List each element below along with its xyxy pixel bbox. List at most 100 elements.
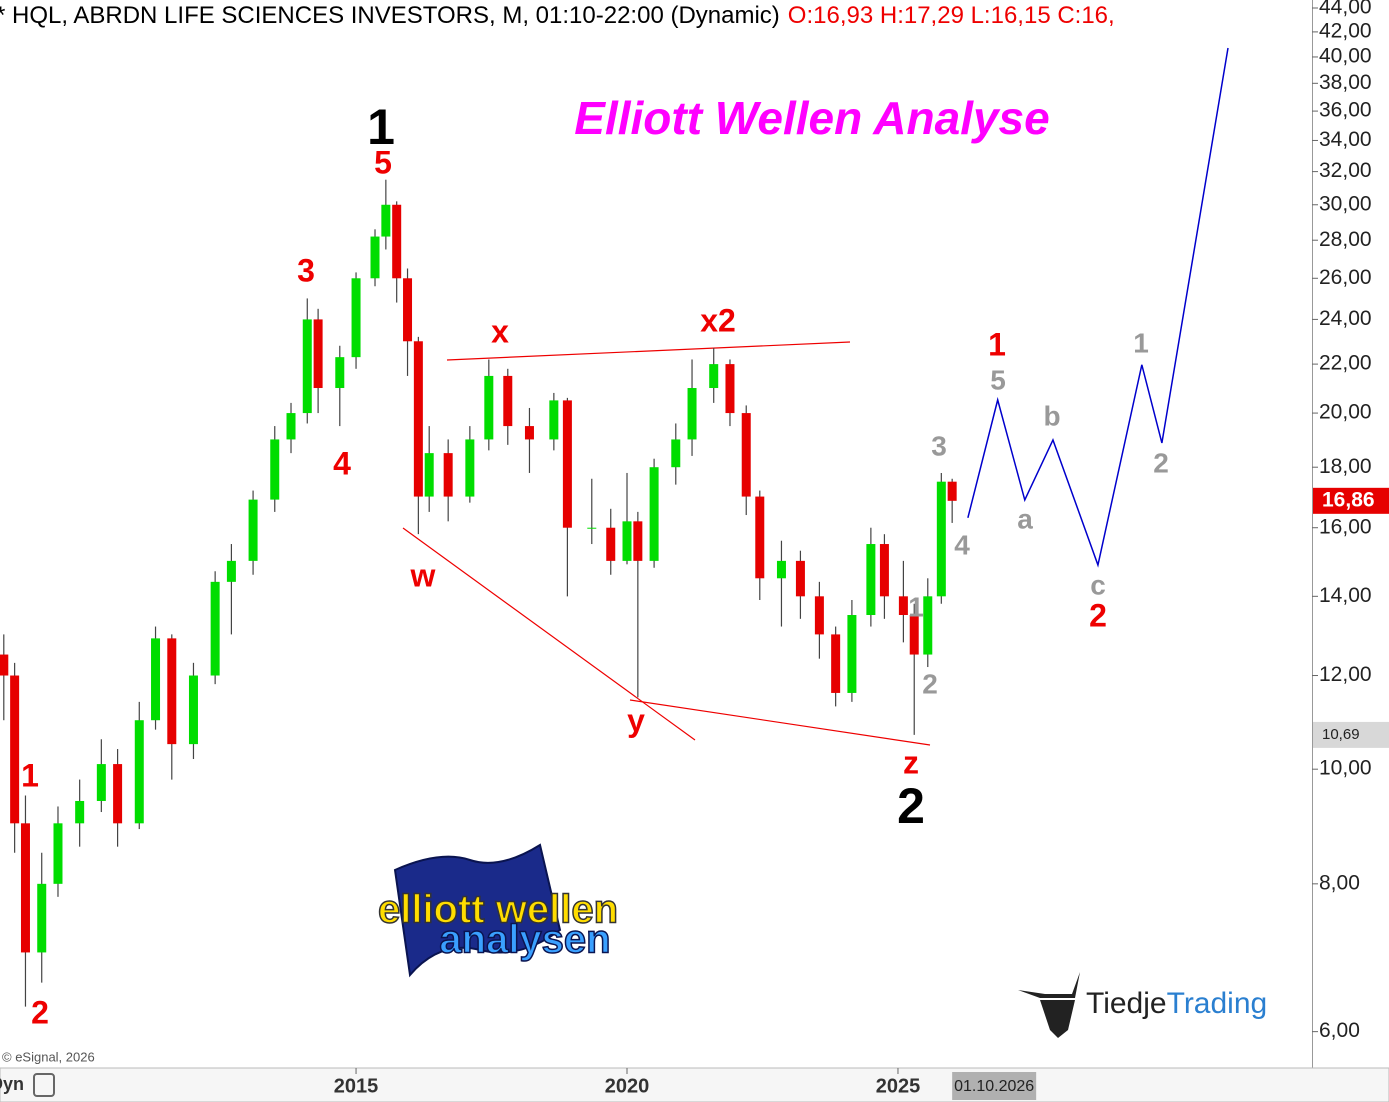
candle-body bbox=[0, 654, 9, 676]
candle-body bbox=[879, 544, 889, 597]
wave-label: y bbox=[627, 702, 645, 738]
candle-body bbox=[302, 319, 312, 414]
price-marker bbox=[1313, 487, 1389, 514]
candle-body bbox=[923, 596, 933, 655]
date-box bbox=[952, 1072, 1037, 1100]
candle-body bbox=[188, 675, 198, 745]
candle-body bbox=[151, 638, 161, 721]
candle-body bbox=[248, 499, 258, 561]
y-tick-label: 12,00 bbox=[1319, 663, 1372, 686]
candle-body bbox=[549, 400, 559, 440]
y-tick-label: 24,00 bbox=[1319, 307, 1372, 330]
x-tick-label: 2015 bbox=[334, 1075, 379, 1097]
candle-body bbox=[847, 615, 857, 693]
candle-body bbox=[909, 615, 919, 655]
wave-label: w bbox=[410, 557, 436, 593]
title-text: * HQL, ABRDN LIFE SCIENCES INVESTORS, M,… bbox=[0, 2, 780, 29]
y-tick-label: 20,00 bbox=[1319, 401, 1372, 424]
price-marker bbox=[1313, 721, 1389, 748]
candle-body bbox=[424, 453, 434, 497]
candle-body bbox=[633, 521, 643, 561]
ohlc-text: O:16,93 H:17,29 L:16,15 C:16, bbox=[788, 2, 1115, 29]
y-tick-label: 28,00 bbox=[1319, 228, 1372, 251]
candle-body bbox=[622, 521, 632, 561]
y-tick-label: 44,00 bbox=[1319, 0, 1372, 19]
candle-body bbox=[381, 204, 391, 237]
candle-body bbox=[351, 278, 361, 358]
candle-body bbox=[606, 527, 616, 561]
candle-body bbox=[313, 319, 323, 389]
candle-body bbox=[755, 496, 765, 579]
copyright: © eSignal, 2026 bbox=[2, 1049, 95, 1064]
candle-body bbox=[96, 764, 106, 801]
projection-line bbox=[967, 47, 1229, 568]
wave-label: 5 bbox=[990, 364, 1006, 395]
trend-line bbox=[629, 699, 931, 746]
candle-body bbox=[335, 357, 345, 389]
annotation: Elliott Wellen Analyse bbox=[574, 92, 1049, 144]
candle-body bbox=[741, 413, 751, 497]
wave-label: 5 bbox=[374, 144, 392, 180]
trend-line bbox=[446, 341, 851, 361]
y-tick-label: 30,00 bbox=[1319, 192, 1372, 215]
logo-text: Trading bbox=[1167, 987, 1268, 1020]
y-tick-label: 16,00 bbox=[1319, 515, 1372, 538]
candle-body bbox=[53, 823, 63, 884]
x-tick-label: 2020 bbox=[605, 1075, 650, 1097]
candle-body bbox=[898, 596, 908, 616]
wave-label: 1 bbox=[908, 591, 924, 622]
candle-body bbox=[649, 467, 659, 561]
candle-body bbox=[403, 278, 413, 342]
y-tick-label: 6,00 bbox=[1319, 1019, 1360, 1042]
logo-text: Tiedje bbox=[1086, 987, 1167, 1020]
candle-body bbox=[210, 581, 220, 676]
candle-body bbox=[113, 764, 123, 824]
candle-body bbox=[776, 560, 786, 579]
y-tick-label: 40,00 bbox=[1319, 45, 1372, 68]
candle-body bbox=[270, 439, 280, 500]
logo-text: TiedjeTrading bbox=[1086, 987, 1267, 1020]
candle-body bbox=[413, 341, 423, 497]
wave-label: 4 bbox=[954, 529, 970, 560]
wave-label: 1 bbox=[1133, 327, 1149, 358]
price-marker-label: 16,86 bbox=[1322, 488, 1375, 511]
y-tick-label: 34,00 bbox=[1319, 128, 1372, 151]
candle-body bbox=[20, 823, 30, 953]
candle-body bbox=[687, 388, 697, 440]
wave-label: 2 bbox=[897, 778, 925, 834]
candle-body bbox=[465, 439, 475, 497]
logo-icon bbox=[1018, 972, 1080, 1038]
candle-body bbox=[286, 413, 296, 440]
elliott-logo: elliott wellen analysen bbox=[377, 843, 619, 978]
logo-text: elliott wellen bbox=[378, 888, 618, 932]
wave-label: b bbox=[1043, 400, 1060, 431]
candle-body bbox=[10, 675, 20, 824]
x-tick-label: 2025 bbox=[876, 1075, 921, 1097]
candle-body bbox=[443, 453, 453, 497]
logo-flag bbox=[393, 843, 562, 978]
wave-label: 3 bbox=[931, 430, 947, 461]
wave-label: 1 bbox=[21, 757, 39, 793]
candle-body bbox=[370, 236, 380, 279]
candle-body bbox=[866, 544, 876, 616]
chart-title: * HQL, ABRDN LIFE SCIENCES INVESTORS, M,… bbox=[0, 2, 1115, 29]
tiedje-logo: TiedjeTrading bbox=[1018, 972, 1267, 1038]
candle-body bbox=[37, 883, 47, 953]
candle-body bbox=[134, 720, 144, 824]
y-tick-label: 26,00 bbox=[1319, 266, 1372, 289]
candle-body bbox=[524, 426, 534, 440]
y-tick-label: 10,00 bbox=[1319, 757, 1372, 780]
price-marker-label: 10,69 bbox=[1322, 726, 1360, 743]
y-tick-label: 36,00 bbox=[1319, 99, 1372, 122]
candle-body bbox=[226, 560, 236, 582]
y-tick-label: 38,00 bbox=[1319, 71, 1372, 94]
candle-body bbox=[562, 400, 572, 528]
wave-label: x bbox=[491, 313, 509, 349]
y-tick-label: 14,00 bbox=[1319, 584, 1372, 607]
wave-label: a bbox=[1017, 503, 1033, 534]
candle-body bbox=[484, 375, 494, 440]
x-axis-panel bbox=[0, 1067, 1389, 1102]
wave-label: c bbox=[1090, 569, 1106, 600]
